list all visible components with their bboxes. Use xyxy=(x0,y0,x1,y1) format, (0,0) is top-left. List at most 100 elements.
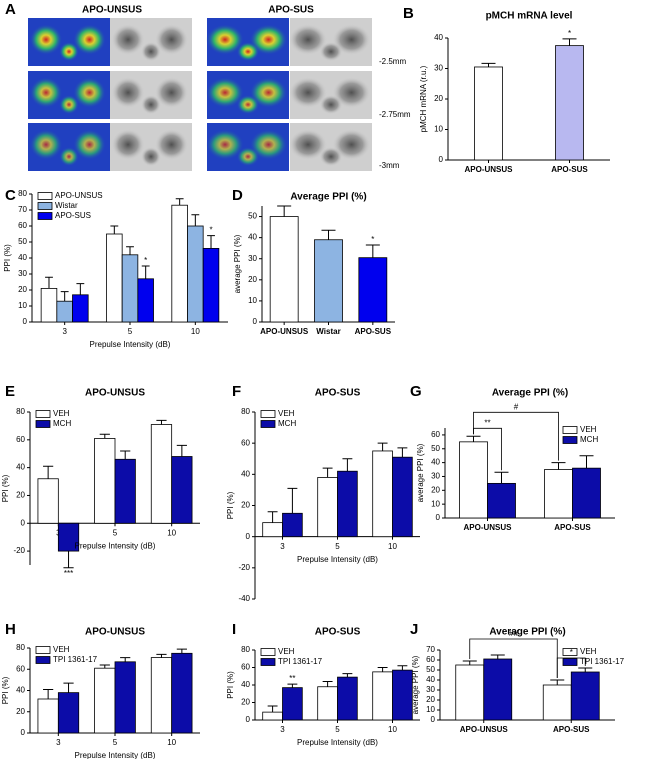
x-axis-label: Prepulse Intensity (dB) xyxy=(75,751,156,759)
column-title: APO-UNSUS xyxy=(82,5,142,16)
x-tick-label: 3 xyxy=(280,725,285,734)
y-axis-label: PPI (%) xyxy=(226,491,235,519)
image-blob xyxy=(236,147,260,167)
bracket-label: # xyxy=(514,402,519,411)
error-bar xyxy=(156,419,167,425)
error-bar xyxy=(578,667,593,672)
y-tick-label: 0 xyxy=(23,317,28,326)
bar xyxy=(114,458,136,524)
significance-label: * xyxy=(144,256,147,265)
error-bar xyxy=(287,487,298,514)
x-tick-label: 5 xyxy=(335,542,340,551)
bar xyxy=(392,456,413,538)
bar xyxy=(187,225,204,323)
x-tick-label: 10 xyxy=(388,542,397,551)
y-tick-label: 60 xyxy=(16,664,25,673)
bar xyxy=(544,469,573,519)
level-label: -3mm xyxy=(379,161,400,170)
bar xyxy=(572,467,601,519)
y-tick-label: 0 xyxy=(246,715,251,724)
chart-title: Average PPI (%) xyxy=(290,192,366,203)
legend-swatch xyxy=(562,658,578,666)
x-tick-label: 5 xyxy=(128,327,133,336)
significance-label: * xyxy=(568,29,571,38)
error-bar xyxy=(141,265,150,279)
y-tick-label: 40 xyxy=(248,233,257,242)
legend-label: TPI 1361-17 xyxy=(53,655,98,664)
y-tick-label: 20 xyxy=(18,285,27,294)
bar xyxy=(40,287,58,323)
error-bar xyxy=(490,654,505,659)
error-bar xyxy=(267,705,278,713)
bar xyxy=(72,294,89,323)
error-bar xyxy=(43,688,54,699)
bar xyxy=(150,657,173,734)
error-bar xyxy=(562,38,577,46)
chart-title: APO-SUS xyxy=(315,627,361,638)
error-bar xyxy=(551,462,566,470)
image-blob xyxy=(59,95,79,115)
x-tick-label: APO-UNSUS xyxy=(460,725,509,734)
x-tick-label: 5 xyxy=(335,725,340,734)
error-bar xyxy=(365,244,380,258)
panel-letter: J xyxy=(410,621,418,638)
bar xyxy=(317,477,338,538)
y-tick-label: 70 xyxy=(18,205,27,214)
panel-letter: E xyxy=(5,383,15,400)
legend-label: MCH xyxy=(580,435,598,444)
image-blob xyxy=(319,147,343,167)
image-blob xyxy=(141,42,161,62)
error-bar xyxy=(377,442,388,451)
x-tick-label: 3 xyxy=(56,738,61,747)
x-tick-label: APO-SUS xyxy=(551,165,588,174)
x-tick-label: APO-SUS xyxy=(553,725,590,734)
panel-letter: I xyxy=(232,621,236,638)
y-tick-label: 40 xyxy=(431,458,440,467)
y-tick-label: 0 xyxy=(439,155,444,164)
y-tick-label: 40 xyxy=(16,463,25,472)
legend-swatch xyxy=(35,656,51,664)
error-bar xyxy=(120,450,131,460)
y-tick-label: 20 xyxy=(431,485,440,494)
y-axis-label: average PPI (%) xyxy=(416,443,425,502)
image-blob xyxy=(155,77,188,108)
error-bar xyxy=(462,660,477,665)
error-bar xyxy=(191,214,200,226)
error-bar xyxy=(45,276,53,289)
panel-letter: F xyxy=(232,383,241,400)
y-tick-label: 50 xyxy=(248,212,257,221)
y-tick-label: 40 xyxy=(16,686,25,695)
x-tick-label: Wistar xyxy=(316,327,340,336)
image-blob xyxy=(29,77,63,108)
image-blob xyxy=(332,77,371,108)
y-tick-label: 10 xyxy=(431,499,440,508)
y-tick-label: 60 xyxy=(241,438,250,447)
x-tick-label: APO-UNSUS xyxy=(464,165,513,174)
error-bar xyxy=(322,467,333,478)
legend-label: VEH xyxy=(278,647,295,656)
panel-letter: C xyxy=(5,187,16,204)
legend-label: VEH xyxy=(278,409,295,418)
image-blob xyxy=(155,24,188,55)
error-bar xyxy=(60,291,69,302)
legend-label: TPI 1361-17 xyxy=(580,657,625,666)
y-tick-label: 70 xyxy=(426,645,435,654)
error-bar xyxy=(277,205,292,217)
x-tick-label: APO-UNSUS xyxy=(260,327,309,336)
bar xyxy=(314,239,343,323)
significance-label: * xyxy=(371,235,374,244)
image-blob xyxy=(206,77,244,108)
y-tick-label: -20 xyxy=(13,546,25,555)
image-blob xyxy=(155,129,188,160)
image-blob xyxy=(236,95,260,115)
bar xyxy=(282,512,303,538)
y-axis-label: PPI (%) xyxy=(1,474,10,502)
error-bar xyxy=(176,444,187,457)
bar xyxy=(483,658,513,721)
bar xyxy=(372,671,393,721)
bar xyxy=(202,247,220,323)
legend-swatch xyxy=(260,420,276,428)
bar xyxy=(337,470,358,538)
x-axis-label: Prepulse Intensity (dB) xyxy=(75,541,156,550)
